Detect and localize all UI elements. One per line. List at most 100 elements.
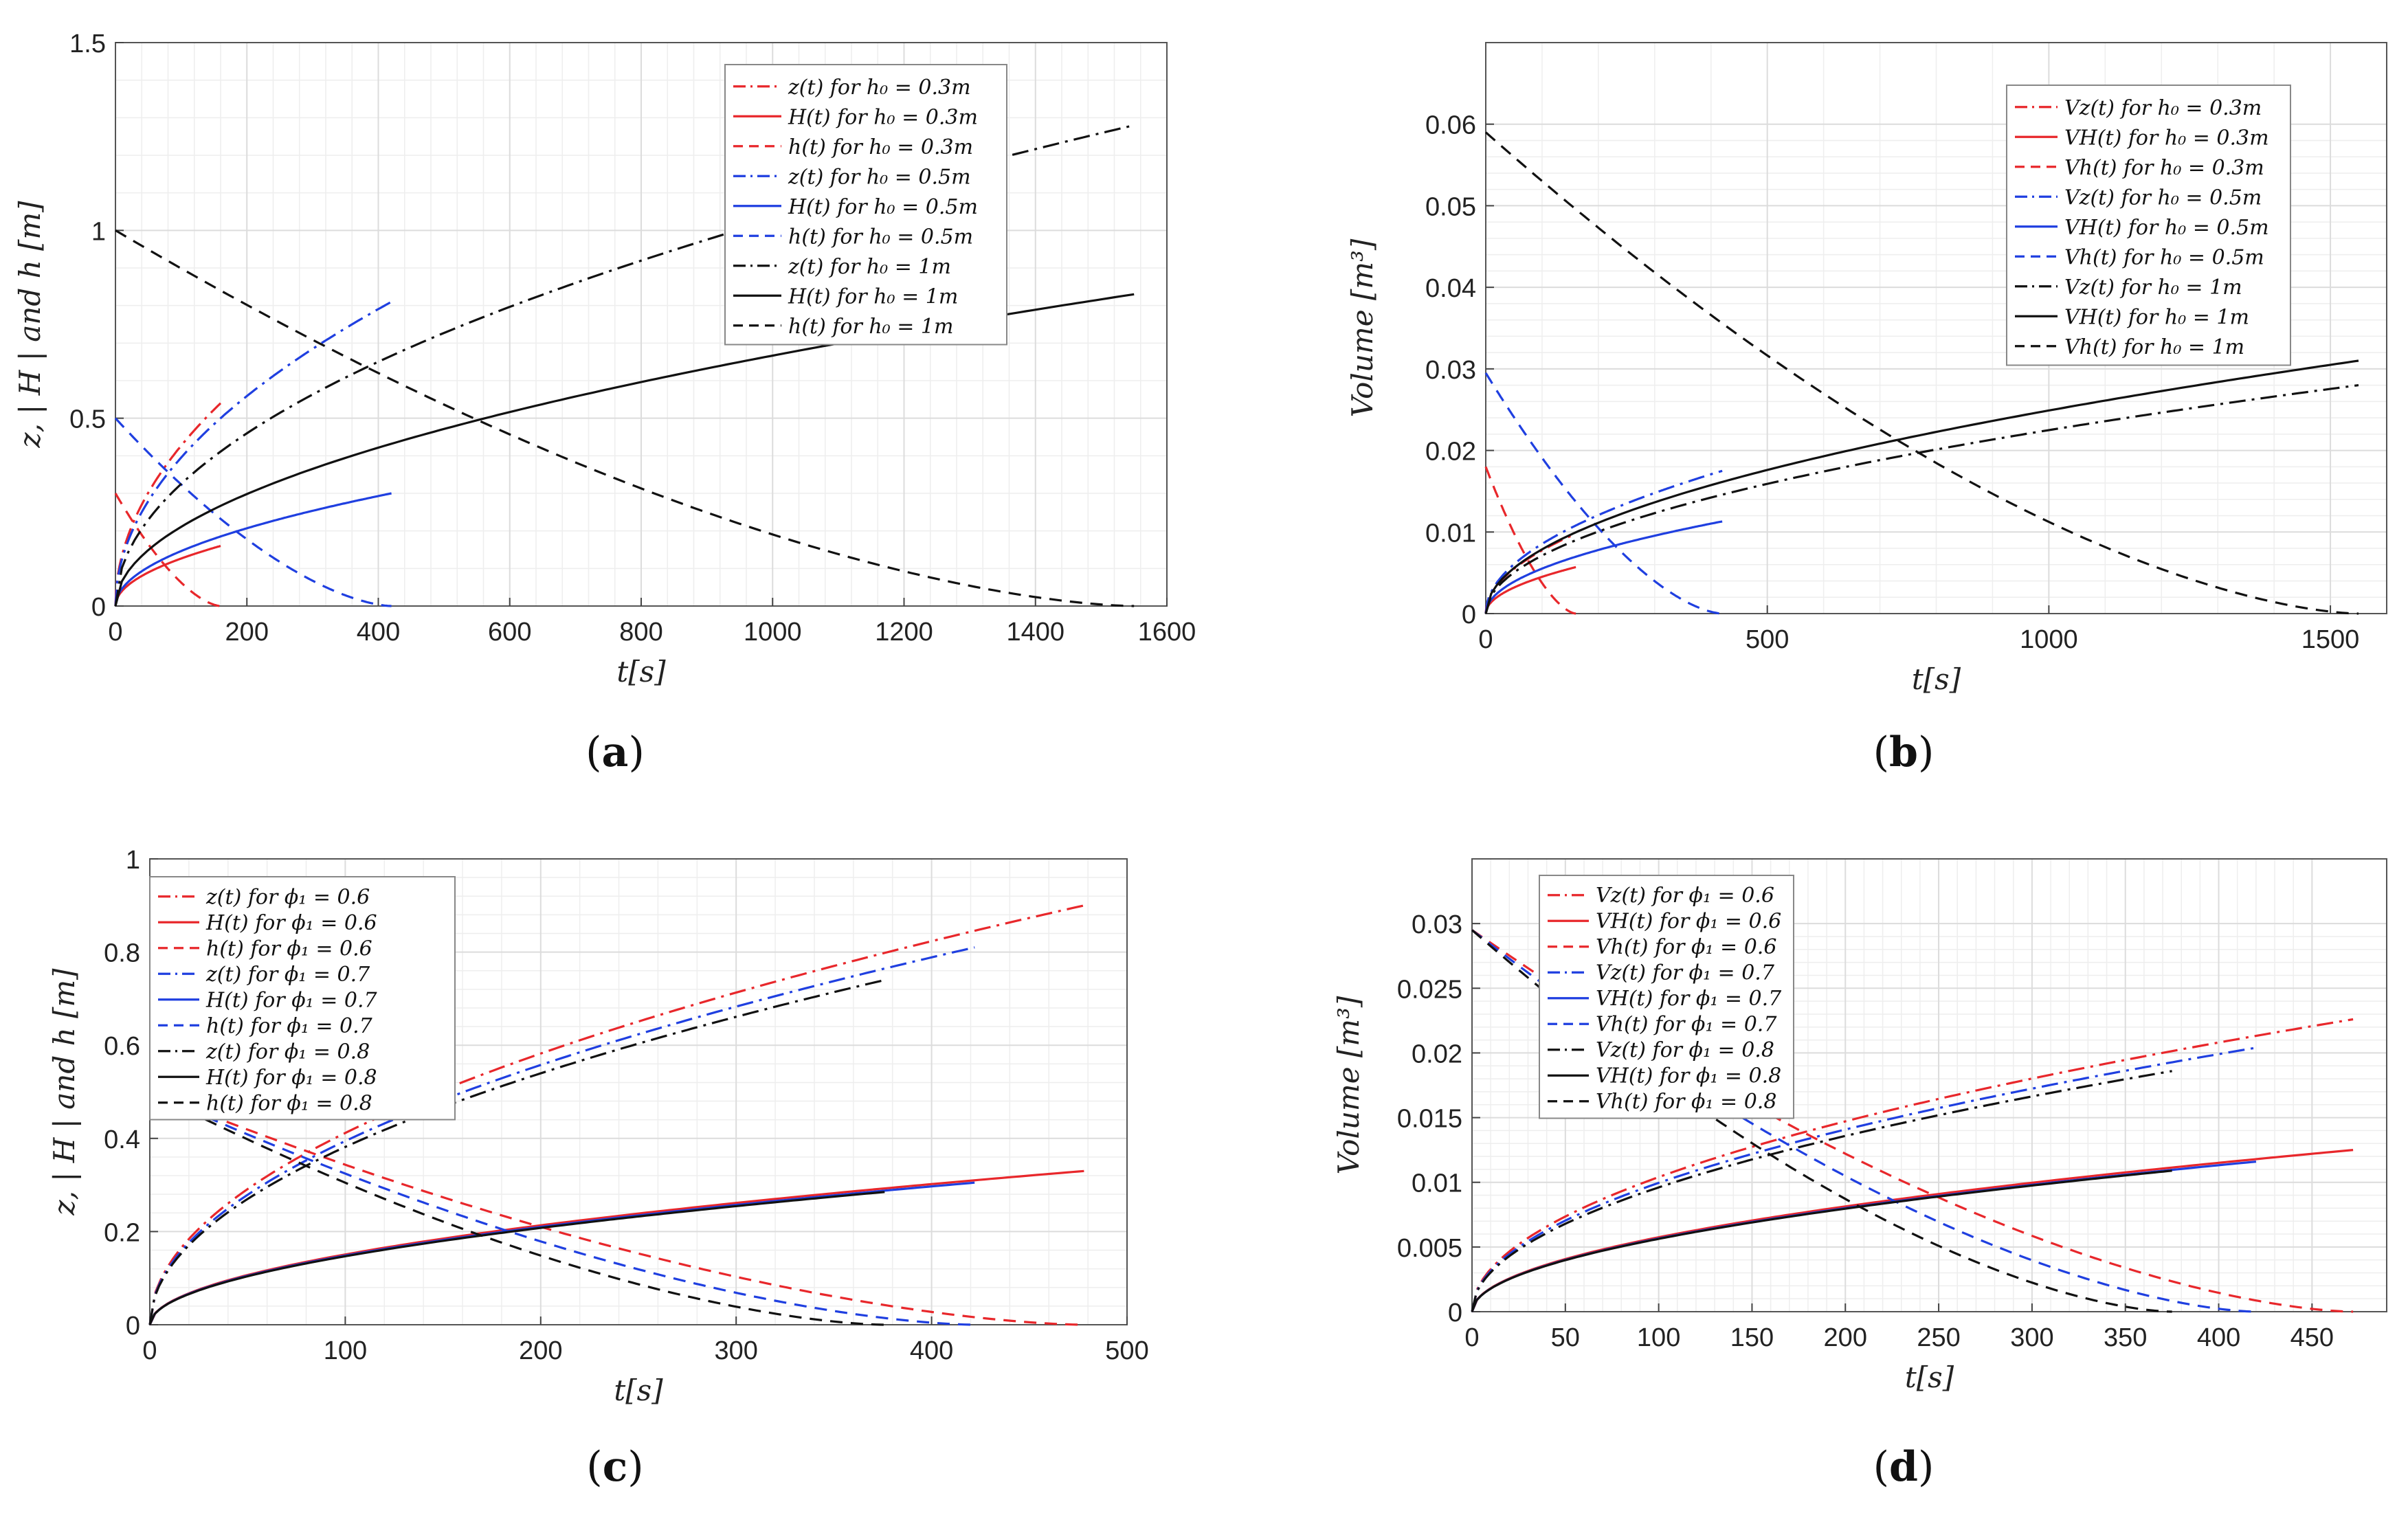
- legend-entry: z(t) for ϕ₁ = 0.7: [205, 963, 370, 987]
- legend-entry: Vh(t) for h₀ = 0.5m: [2064, 245, 2264, 269]
- series-line: [114, 417, 392, 607]
- panel-caption: (a): [586, 728, 645, 776]
- y-tick-label: 0.03: [1425, 356, 1476, 385]
- legend-entry: VH(t) for h₀ = 1m: [2064, 305, 2249, 329]
- legend: Vz(t) for h₀ = 0.3m VH(t) for h₀ = 0.3m Vh…: [2006, 85, 2291, 366]
- legend-entry: H(t) for h₀ = 0.3m: [788, 105, 978, 129]
- legend-entry: H(t) for ϕ₁ = 0.8: [205, 1066, 377, 1090]
- legend-entry: h(t) for h₀ = 0.3m: [788, 135, 973, 159]
- x-tick-label: 200: [519, 1336, 562, 1365]
- x-tick-label: 1400: [1006, 618, 1064, 647]
- caption-close-paren: ): [627, 1443, 643, 1491]
- series-line: [1484, 359, 2359, 614]
- caption-letter: d: [1889, 1443, 1918, 1491]
- series-line: [1484, 520, 1723, 614]
- x-tick-label: 0: [108, 618, 122, 647]
- y-tick-label: 0.005: [1397, 1234, 1462, 1263]
- legend: z(t) for h₀ = 0.3m H(t) for h₀ = 0.3m h(t)…: [724, 64, 1007, 346]
- y-axis-label: z, | H | and h [m]: [13, 201, 47, 449]
- y-tick-label: 0.02: [1412, 1040, 1462, 1068]
- series-line: [1484, 469, 1723, 614]
- series-line: [1484, 565, 1576, 614]
- series-line: [114, 492, 392, 607]
- x-tick-label: 400: [910, 1336, 953, 1365]
- y-tick-label: 0.01: [1425, 519, 1476, 548]
- legend-entry: Vh(t) for h₀ = 1m: [2064, 335, 2244, 359]
- series-line: [1484, 372, 1723, 615]
- caption-open-paren: (: [1873, 1443, 1889, 1491]
- legend-entry: VH(t) for ϕ₁ = 0.7: [1596, 987, 1782, 1011]
- caption-close-paren: ): [628, 728, 644, 776]
- series-line: [149, 1090, 975, 1326]
- y-tick-label: 0: [126, 1312, 140, 1341]
- legend-entry: h(t) for ϕ₁ = 0.7: [206, 1014, 373, 1038]
- legend-entry: Vz(t) for h₀ = 1m: [2064, 276, 2242, 300]
- legend-entry: Vh(t) for ϕ₁ = 0.8: [1596, 1090, 1776, 1114]
- y-tick-label: 0.015: [1397, 1105, 1462, 1134]
- y-tick-label: 0.01: [1412, 1169, 1462, 1198]
- series-line: [148, 946, 975, 1325]
- legend-entry: Vh(t) for ϕ₁ = 0.6: [1596, 935, 1776, 959]
- x-tick-label: 100: [324, 1336, 367, 1365]
- x-tick-label: 150: [1730, 1323, 1774, 1352]
- legend-entry: h(t) for ϕ₁ = 0.6: [206, 937, 372, 961]
- series-line: [1471, 1046, 2257, 1312]
- x-tick-label: 500: [1746, 625, 1789, 654]
- series-line: [1471, 929, 2256, 1313]
- x-tick-label: 1500: [2301, 625, 2360, 654]
- legend-entry: VH(t) for ϕ₁ = 0.8: [1596, 1064, 1781, 1088]
- chart-panel-a: 0 200 400 600 800 1000 1200 1400 1600 0 0.5 1 1.5 t[s…: [13, 30, 1196, 776]
- legend-entry: z(t) for h₀ = 1m: [788, 255, 951, 279]
- series-line: [114, 544, 221, 607]
- x-axis-label: t[s]: [616, 655, 666, 688]
- legend-entry: Vz(t) for ϕ₁ = 0.6: [1596, 884, 1774, 908]
- x-tick-label: 1200: [875, 618, 933, 647]
- legend-entry: Vz(t) for ϕ₁ = 0.7: [1596, 961, 1775, 985]
- x-tick-label: 300: [714, 1336, 757, 1365]
- panel-caption: (d): [1873, 1443, 1935, 1491]
- series-line: [115, 229, 1135, 607]
- plot-frame: [1485, 42, 2387, 614]
- panel-caption: (c): [586, 1443, 643, 1491]
- x-axis-label: t[s]: [614, 1374, 663, 1407]
- series-line: [148, 1191, 885, 1325]
- series-line: [148, 978, 885, 1325]
- legend-entry: H(t) for h₀ = 1m: [788, 284, 958, 309]
- y-tick-label: 0.02: [1425, 438, 1476, 467]
- legend-box: [1539, 875, 1794, 1119]
- grid: [1485, 43, 2387, 614]
- legend-entry: H(t) for ϕ₁ = 0.6: [205, 911, 377, 935]
- chart-panel-c: 0 100 200 300 400 500 0 0.2 0.4 0.6 0.8 1 t[s] z, | H…: [47, 846, 1149, 1491]
- x-tick-label: 600: [488, 618, 531, 647]
- legend-entry: VH(t) for h₀ = 0.3m: [2064, 126, 2269, 150]
- legend-entry: z(t) for ϕ₁ = 0.8: [205, 1040, 370, 1064]
- x-tick-label: 100: [1637, 1323, 1680, 1352]
- legend-entry: z(t) for ϕ₁ = 0.6: [205, 885, 370, 909]
- y-tick-label: 0.05: [1425, 192, 1476, 221]
- y-tick-label: 0.5: [69, 405, 106, 434]
- series-line: [1484, 131, 2359, 615]
- x-tick-label: 200: [225, 618, 269, 647]
- y-tick-label: 0.2: [104, 1218, 140, 1247]
- series-line: [149, 1090, 885, 1326]
- y-tick-label: 0: [1448, 1299, 1462, 1327]
- legend-entry: z(t) for h₀ = 0.3m: [788, 76, 971, 100]
- x-axis-label: t[s]: [1905, 1360, 1954, 1394]
- series-lines: [148, 904, 1084, 1326]
- y-tick-label: 0.6: [104, 1032, 140, 1061]
- x-tick-label: 400: [2197, 1323, 2240, 1352]
- y-tick-label: 0.025: [1397, 975, 1462, 1004]
- caption-letter: c: [603, 1443, 628, 1491]
- x-tick-label: 250: [1917, 1323, 1960, 1352]
- legend-entry: Vz(t) for ϕ₁ = 0.8: [1596, 1038, 1774, 1062]
- y-axis-label: z, | H | and h [m]: [47, 968, 81, 1216]
- legend-entry: h(t) for ϕ₁ = 0.8: [206, 1091, 372, 1115]
- series-line: [114, 493, 221, 607]
- y-tick-label: 0.06: [1425, 111, 1476, 140]
- plot-frame: [1471, 858, 2387, 1312]
- y-tick-label: 1.5: [69, 30, 106, 58]
- y-tick-label: 0: [1462, 601, 1476, 629]
- series-line: [1471, 1169, 2172, 1312]
- y-tick-label: 0.4: [104, 1125, 140, 1154]
- series-line: [1471, 1018, 2354, 1312]
